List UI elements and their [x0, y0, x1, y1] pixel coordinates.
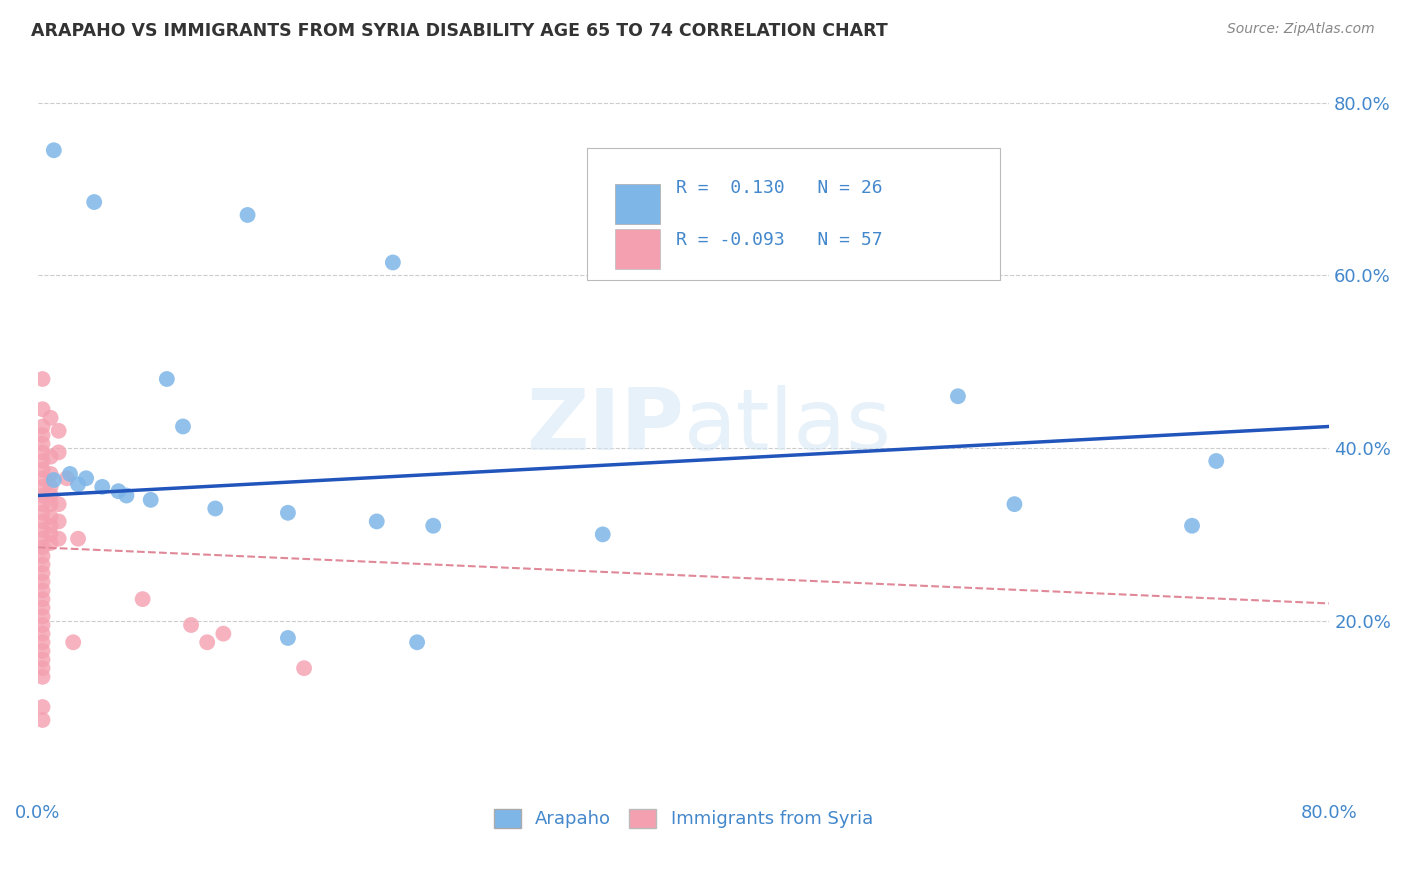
Point [91, 480, 114, 494]
Point [946, 389, 969, 403]
Point [592, 527, 614, 541]
Point [31, 480, 53, 494]
Point [75, 471, 97, 485]
Point [406, 635, 429, 649]
Point [139, 492, 162, 507]
Point [204, 501, 226, 516]
Point [31, 428, 53, 442]
Point [48, 424, 70, 438]
Point [55, 471, 77, 485]
Point [39, 450, 62, 464]
Point [59, 467, 82, 481]
Text: R =  0.130   N = 26: R = 0.130 N = 26 [676, 179, 883, 197]
Text: ARAPAHO VS IMMIGRANTS FROM SYRIA DISABILITY AGE 65 TO 74 CORRELATION CHART: ARAPAHO VS IMMIGRANTS FROM SYRIA DISABIL… [31, 22, 887, 40]
Point [39, 536, 62, 550]
Point [31, 419, 53, 434]
Point [39, 510, 62, 524]
Point [48, 515, 70, 529]
Point [31, 454, 53, 468]
Point [31, 713, 53, 727]
Point [31, 549, 53, 563]
Point [277, 631, 299, 645]
Point [212, 626, 235, 640]
Point [31, 609, 53, 624]
Point [31, 574, 53, 589]
Point [83, 194, 105, 209]
Point [31, 566, 53, 581]
FancyBboxPatch shape [614, 184, 661, 225]
Point [31, 402, 53, 417]
Point [195, 635, 218, 649]
Point [31, 592, 53, 607]
Point [292, 661, 315, 675]
Point [31, 600, 53, 615]
FancyBboxPatch shape [614, 228, 661, 269]
Point [39, 518, 62, 533]
Point [62, 635, 84, 649]
Point [39, 410, 62, 425]
Point [366, 515, 388, 529]
Point [31, 523, 53, 537]
Point [31, 497, 53, 511]
Point [31, 618, 53, 632]
Point [39, 480, 62, 494]
Point [31, 558, 53, 572]
Point [31, 471, 53, 485]
Point [31, 532, 53, 546]
Point [131, 592, 153, 607]
Point [31, 462, 53, 476]
Text: Source: ZipAtlas.com: Source: ZipAtlas.com [1227, 22, 1375, 37]
Point [31, 635, 53, 649]
Point [39, 527, 62, 541]
Point [1004, 497, 1026, 511]
Point [31, 644, 53, 658]
Point [115, 489, 138, 503]
Point [67, 477, 90, 491]
Point [1205, 454, 1227, 468]
Point [31, 700, 53, 714]
Point [31, 583, 53, 598]
Text: R = -0.093   N = 57: R = -0.093 N = 57 [676, 230, 883, 249]
Point [31, 541, 53, 555]
Point [277, 506, 299, 520]
Point [39, 467, 62, 481]
Point [31, 372, 53, 386]
Point [31, 436, 53, 450]
Point [39, 489, 62, 503]
Point [381, 255, 404, 269]
Point [31, 489, 53, 503]
Point [39, 497, 62, 511]
Point [172, 419, 194, 434]
Text: atlas: atlas [683, 385, 891, 468]
Legend: Arapaho, Immigrants from Syria: Arapaho, Immigrants from Syria [486, 802, 880, 836]
Point [42, 143, 65, 157]
Point [180, 618, 202, 632]
Point [42, 473, 65, 487]
Point [31, 445, 53, 459]
Point [67, 532, 90, 546]
Point [156, 372, 179, 386]
Point [31, 506, 53, 520]
Point [31, 652, 53, 666]
Point [31, 626, 53, 640]
Point [31, 661, 53, 675]
Point [31, 670, 53, 684]
FancyBboxPatch shape [586, 148, 1000, 280]
Point [236, 208, 259, 222]
Text: ZIP: ZIP [526, 385, 683, 468]
Point [1181, 518, 1204, 533]
Point [48, 532, 70, 546]
Point [48, 497, 70, 511]
Point [422, 518, 444, 533]
Point [48, 445, 70, 459]
Point [107, 484, 129, 499]
Point [592, 229, 614, 244]
Point [31, 515, 53, 529]
